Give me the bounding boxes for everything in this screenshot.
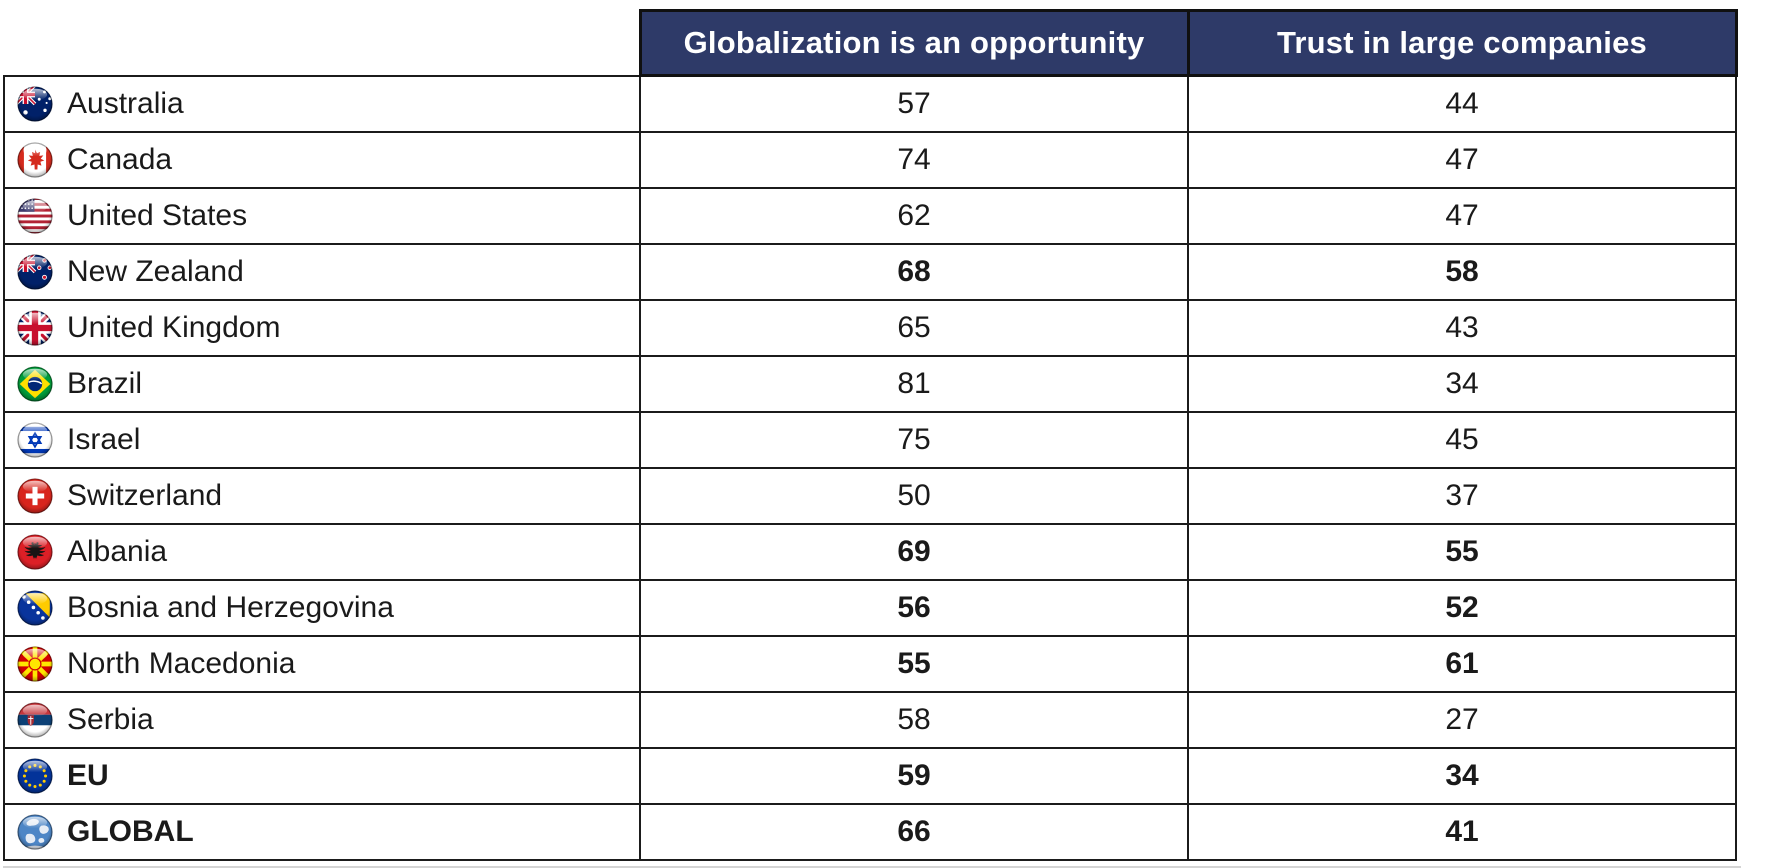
country-label: United Kingdom [67, 311, 281, 344]
globalization-value: 55 [639, 635, 1189, 693]
trust-value: 52 [1187, 579, 1737, 637]
globalization-value: 50 [639, 467, 1189, 525]
table-row: North Macedonia 55 61 [3, 635, 1737, 693]
flag-united-kingdom-icon [16, 309, 54, 347]
country-label: United States [67, 199, 248, 232]
flag-israel-icon [16, 421, 54, 459]
globalization-value: 74 [639, 131, 1189, 189]
country-label: North Macedonia [67, 647, 296, 680]
globalization-value: 58 [639, 691, 1189, 749]
country-label: Australia [67, 86, 184, 120]
country-label: Bosnia and Herzegovina [67, 591, 394, 624]
globalization-value: 62 [639, 187, 1189, 245]
country-label: Brazil [67, 367, 143, 400]
flag-bosnia-icon [16, 589, 54, 627]
trust-value: 34 [1187, 747, 1737, 805]
globalization-value: 59 [639, 747, 1189, 805]
table-row: Switzerland 50 37 [3, 467, 1737, 525]
trust-value: 34 [1187, 355, 1737, 413]
table-row: Albania 69 55 [3, 523, 1737, 581]
header-row: Globalization is an opportunity Trust in… [4, 9, 1738, 77]
country-label: EU [67, 759, 109, 792]
trust-value: 47 [1187, 131, 1737, 189]
column-header-globalization: Globalization is an opportunity [638, 9, 1190, 77]
trust-value: 27 [1187, 691, 1737, 749]
table-row: Canada 74 47 [3, 131, 1737, 189]
flag-australia-icon [16, 85, 54, 123]
flag-global-icon [16, 813, 54, 851]
country-cell: Israel [3, 411, 641, 469]
country-label: Switzerland [67, 479, 223, 512]
country-label: GLOBAL [67, 815, 194, 848]
globalization-value: 65 [639, 299, 1189, 357]
table-row: Brazil 81 34 [3, 355, 1737, 413]
country-cell: Serbia [3, 691, 641, 749]
table-row: Israel 75 45 [3, 411, 1737, 469]
country-cell: Brazil [3, 355, 641, 413]
table-row: GLOBAL 66 41 [3, 803, 1737, 861]
globalization-value: 69 [639, 523, 1189, 581]
trust-value: 45 [1187, 411, 1737, 469]
flag-new-zealand-icon [16, 253, 54, 291]
globalization-value: 66 [639, 803, 1189, 861]
trust-value: 44 [1187, 74, 1737, 133]
globalization-value: 81 [639, 355, 1189, 413]
flag-north-macedonia-icon [16, 645, 54, 683]
country-cell: United States [3, 187, 641, 245]
country-label: Serbia [67, 703, 154, 736]
country-comparison-table: Globalization is an opportunity Trust in… [3, 9, 1741, 868]
flag-brazil-icon [16, 365, 54, 403]
globalization-value: 75 [639, 411, 1189, 469]
country-cell: North Macedonia [3, 635, 641, 693]
header-spacer-cell [4, 10, 640, 76]
country-cell: GLOBAL [3, 803, 641, 861]
country-label: Albania [67, 535, 168, 568]
table-row: EU 59 34 [3, 747, 1737, 805]
trust-value: 61 [1187, 635, 1737, 693]
flag-eu-icon [16, 757, 54, 795]
country-cell: Bosnia and Herzegovina [3, 579, 641, 637]
flag-switzerland-icon [16, 477, 54, 515]
country-cell: Switzerland [3, 467, 641, 525]
country-cell: Albania [3, 523, 641, 581]
flag-united-states-icon [16, 197, 54, 235]
table-row: United Kingdom 65 43 [3, 299, 1737, 357]
trust-value: 43 [1187, 299, 1737, 357]
trust-value: 41 [1187, 803, 1737, 861]
data-table: Globalization is an opportunity Trust in… [3, 9, 1738, 861]
trust-value: 58 [1187, 243, 1737, 301]
country-cell: Australia [3, 74, 641, 133]
country-label: Israel [67, 423, 141, 456]
country-cell: Canada [3, 131, 641, 189]
country-cell: New Zealand [3, 243, 641, 301]
globalization-value: 57 [639, 74, 1189, 133]
table-row: Bosnia and Herzegovina 56 52 [3, 579, 1737, 637]
trust-value: 47 [1187, 187, 1737, 245]
globalization-value: 56 [639, 579, 1189, 637]
flag-serbia-icon [16, 701, 54, 739]
country-label: Canada [67, 143, 173, 176]
flag-canada-icon [16, 141, 54, 179]
trust-value: 37 [1187, 467, 1737, 525]
flag-albania-icon [16, 533, 54, 571]
table-row: United States 62 47 [3, 187, 1737, 245]
country-cell: United Kingdom [3, 299, 641, 357]
globalization-value: 68 [639, 243, 1189, 301]
trust-value: 55 [1187, 523, 1737, 581]
table-row: Serbia 58 27 [3, 691, 1737, 749]
country-cell: EU [3, 747, 641, 805]
country-label: New Zealand [67, 255, 244, 288]
table-row: New Zealand 68 58 [3, 243, 1737, 301]
column-header-trust: Trust in large companies [1186, 9, 1738, 77]
table-row: Australia 57 44 [3, 74, 1737, 133]
